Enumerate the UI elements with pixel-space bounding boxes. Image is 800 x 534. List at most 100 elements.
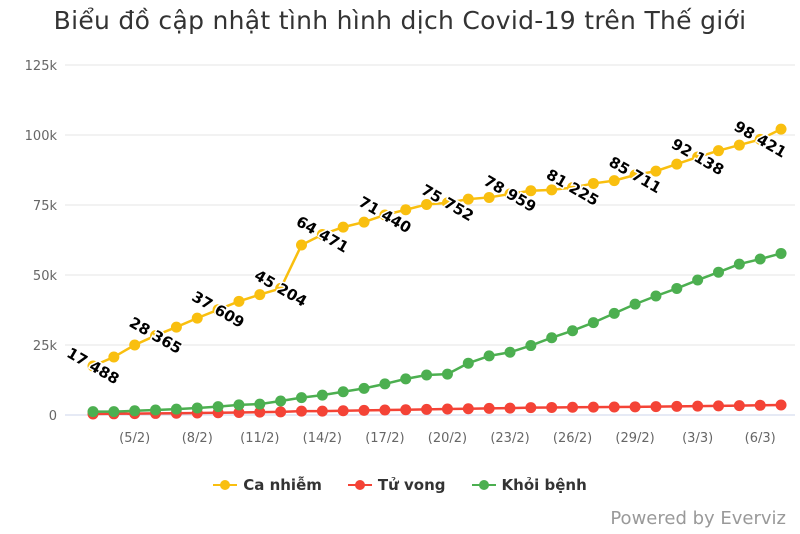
data-point	[233, 399, 245, 411]
legend-item-cases[interactable]: Ca nhiễm	[213, 476, 322, 494]
data-point	[629, 169, 641, 181]
data-point	[754, 133, 766, 145]
data-point	[316, 405, 328, 417]
data-point	[671, 158, 683, 170]
legend-marker-icon	[213, 480, 238, 490]
data-point	[504, 346, 516, 358]
data-point	[191, 312, 203, 324]
legend-label: Ca nhiễm	[243, 476, 322, 494]
data-label: 28 365	[126, 313, 185, 357]
data-point	[379, 378, 391, 390]
series-line-0	[92, 127, 782, 368]
data-point	[379, 209, 391, 221]
data-point	[212, 304, 224, 316]
data-point	[692, 400, 704, 412]
data-point	[379, 404, 391, 416]
data-point	[129, 405, 141, 417]
data-point	[358, 404, 370, 416]
y-tick-label: 25k	[33, 339, 58, 354]
legend-marker-icon	[471, 480, 496, 490]
data-point	[587, 317, 599, 329]
data-label: 37 609	[189, 288, 248, 332]
data-point	[337, 221, 349, 233]
data-point	[400, 373, 412, 385]
legend-item-recovered[interactable]: Khỏi bệnh	[471, 476, 587, 494]
data-point	[567, 182, 579, 194]
x-tick-label: (29/2)	[615, 431, 654, 446]
legend-marker-icon	[347, 480, 372, 490]
data-point	[462, 403, 474, 415]
x-tick-label: (14/2)	[303, 431, 342, 446]
y-tick-label: 50k	[33, 269, 58, 284]
data-point	[170, 321, 182, 333]
data-point	[441, 403, 453, 415]
data-point	[129, 339, 141, 351]
data-point	[233, 406, 245, 418]
data-point	[316, 389, 328, 401]
data-point	[296, 239, 307, 251]
data-point	[546, 332, 558, 344]
data-point	[587, 401, 599, 413]
data-point	[525, 185, 537, 197]
x-tick-label: (8/2)	[182, 431, 213, 446]
data-point	[629, 298, 641, 310]
data-point	[754, 253, 766, 265]
x-tick-label: (11/2)	[240, 431, 279, 446]
data-point	[546, 184, 558, 196]
data-point	[483, 191, 495, 203]
legend-item-deaths[interactable]: Tử vong	[347, 476, 446, 494]
data-point	[587, 177, 599, 189]
data-point	[462, 193, 474, 205]
legend: Ca nhiễm Tử vong Khỏi bệnh	[0, 476, 800, 494]
data-point	[358, 216, 370, 228]
y-tick-label: 0	[49, 409, 57, 424]
x-tick-label: (5/2)	[119, 431, 150, 446]
x-tick-label: (6/3)	[745, 431, 776, 446]
data-point	[650, 290, 662, 302]
data-point	[775, 399, 787, 411]
data-point	[713, 400, 724, 412]
data-point	[441, 197, 453, 209]
data-point	[650, 165, 662, 177]
data-point	[254, 289, 266, 301]
legend-label: Khỏi bệnh	[501, 476, 587, 494]
data-point	[483, 350, 495, 362]
data-point	[212, 401, 224, 413]
series-line-1	[92, 403, 782, 416]
data-point	[421, 198, 433, 210]
data-point	[400, 404, 412, 416]
data-point	[775, 247, 787, 259]
data-point	[733, 400, 745, 412]
data-point	[713, 145, 724, 157]
data-point	[525, 402, 537, 414]
x-tick-label: (17/2)	[365, 431, 404, 446]
data-point	[608, 401, 620, 413]
data-point	[358, 382, 370, 394]
data-point	[483, 402, 495, 414]
data-point	[254, 398, 266, 410]
data-label: 92 138	[668, 135, 727, 179]
data-point	[191, 402, 203, 414]
data-point	[150, 330, 162, 342]
data-point	[504, 402, 516, 414]
y-tick-label: 100k	[25, 129, 58, 144]
legend-label: Tử vong	[377, 476, 446, 494]
series-line-2	[93, 252, 782, 413]
data-point	[296, 405, 307, 417]
data-point	[254, 406, 266, 418]
x-tick-label: (26/2)	[553, 431, 592, 446]
credit-link[interactable]: Powered by Everviz	[610, 508, 786, 529]
data-point	[108, 406, 120, 418]
data-point	[713, 266, 724, 278]
data-point	[441, 368, 453, 380]
data-point	[275, 395, 287, 407]
data-point	[692, 151, 704, 163]
data-point	[504, 188, 516, 200]
data-point	[733, 139, 745, 151]
data-label: 17 488	[64, 344, 123, 388]
data-point	[754, 399, 766, 411]
data-point	[650, 401, 662, 413]
data-point	[296, 392, 307, 404]
data-point	[692, 274, 704, 286]
